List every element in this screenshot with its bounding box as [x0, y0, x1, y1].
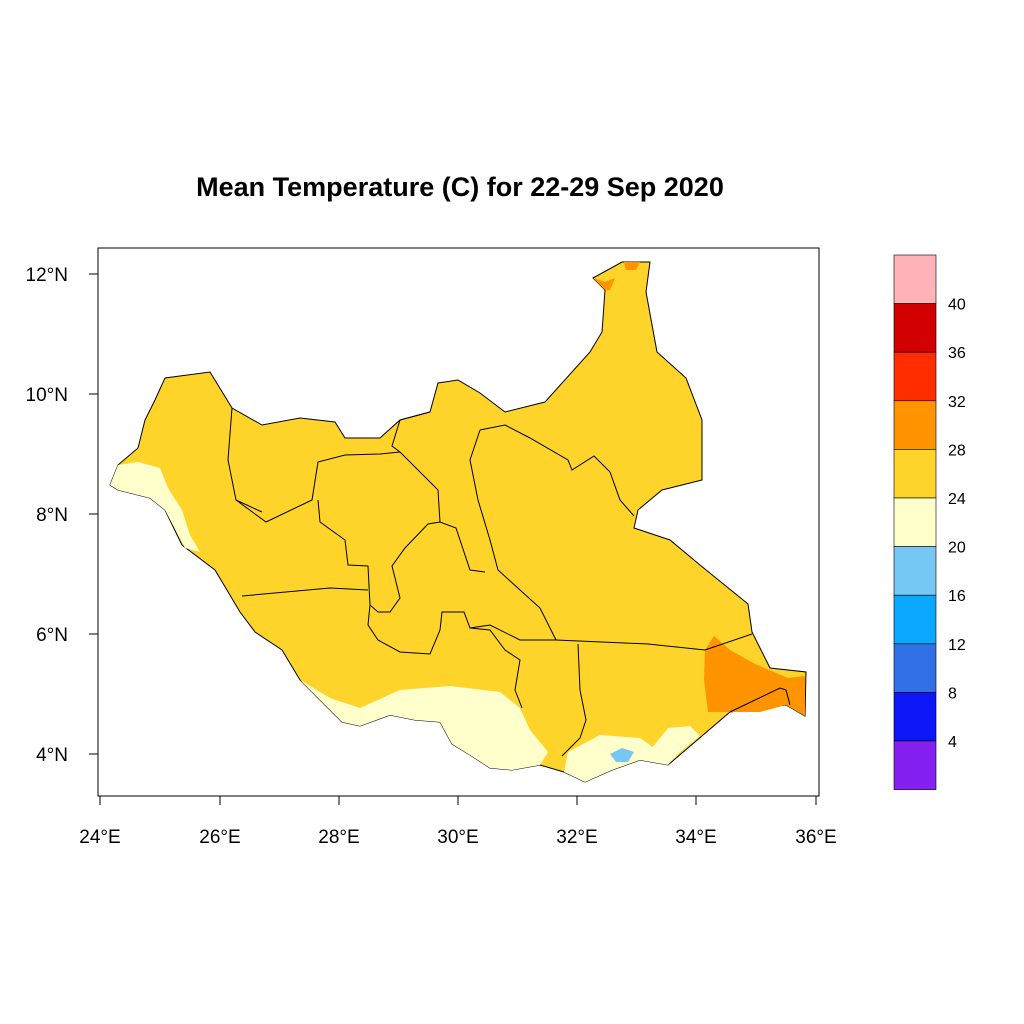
x-tick-label: 24°E — [79, 827, 120, 848]
legend-swatch — [893, 497, 937, 547]
zone-28-32-east — [704, 636, 805, 716]
x-tick-label: 32°E — [556, 827, 597, 848]
y-axis-ticks — [89, 273, 98, 755]
legend-label: 16 — [948, 588, 966, 605]
x-tick-label: 36°E — [795, 827, 836, 848]
legend-swatch — [893, 400, 937, 450]
x-tick-labels: 24°E 26°E 28°E 30°E 32°E 34°E 36°E — [79, 827, 836, 848]
zone-20-24-south — [300, 680, 548, 770]
zone-28-32-north — [593, 278, 615, 290]
legend-swatch — [893, 594, 937, 645]
zone-20-24-west — [110, 462, 200, 552]
legend-swatch — [893, 254, 937, 304]
map-title: Mean Temperature (C) for 22-29 Sep 2020 — [196, 172, 724, 202]
legend-label: 8 — [948, 685, 957, 702]
zone-20-24-east — [652, 726, 700, 765]
legend-swatch — [893, 303, 937, 353]
legend-label: 32 — [948, 394, 966, 411]
zone-28-32-north-tip — [624, 262, 640, 270]
y-tick-labels: 12°N 10°N 8°N 6°N 4°N — [26, 265, 68, 766]
legend-label: 4 — [948, 734, 957, 751]
x-tick-label: 30°E — [437, 827, 478, 848]
x-tick-label: 28°E — [318, 827, 359, 848]
legend-swatch — [893, 546, 937, 596]
y-tick-label: 12°N — [26, 265, 68, 286]
legend-label: 36 — [948, 345, 966, 362]
legend-swatch — [893, 449, 937, 499]
legend-swatch — [893, 351, 937, 402]
x-tick-label: 26°E — [199, 827, 240, 848]
y-tick-label: 6°N — [36, 625, 68, 646]
legend-label: 28 — [948, 442, 966, 459]
y-tick-label: 4°N — [36, 745, 68, 766]
legend-label: 40 — [948, 297, 966, 314]
legend-label: 12 — [948, 637, 966, 654]
x-axis-ticks — [99, 796, 817, 805]
x-tick-label: 34°E — [675, 827, 716, 848]
legend-swatch — [893, 643, 937, 693]
legend-swatch — [893, 740, 937, 790]
state-boundaries — [227, 407, 791, 757]
y-tick-label: 8°N — [36, 505, 68, 526]
legend-label: 24 — [948, 491, 966, 508]
color-legend: 40 36 32 28 24 20 16 12 8 4 — [893, 254, 966, 790]
legend-label: 20 — [948, 540, 966, 557]
y-tick-label: 10°N — [26, 385, 68, 406]
legend-swatch — [893, 692, 937, 742]
zone-16-20 — [610, 748, 634, 762]
